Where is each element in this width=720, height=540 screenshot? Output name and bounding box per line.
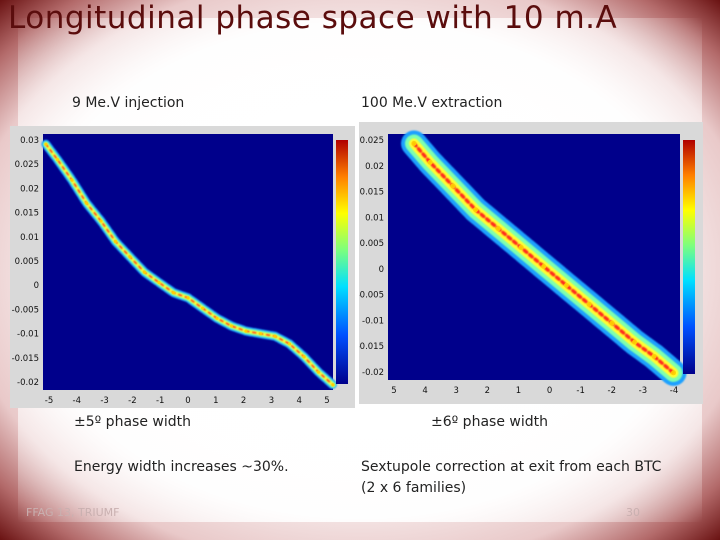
data-point <box>316 370 321 374</box>
data-point <box>541 263 547 269</box>
x-tick-label: 2 <box>241 396 246 406</box>
y-tick-label: 0 <box>34 281 39 291</box>
data-point <box>128 255 132 259</box>
data-point <box>411 140 417 146</box>
data-point <box>99 219 103 223</box>
x-tick-label: -2 <box>128 396 136 406</box>
y-tick-label: 0.01 <box>20 233 39 243</box>
y-tick-label: 0.03 <box>20 136 39 146</box>
data-point <box>671 370 677 376</box>
x-tick-label: -5 <box>45 396 53 406</box>
left-phase-width: ±5º phase width <box>74 414 191 430</box>
y-tick-label: 0.005 <box>360 239 384 249</box>
x-tick-label: -2 <box>608 386 616 396</box>
data-point <box>473 207 479 213</box>
y-tick-label: 0.005 <box>15 257 39 267</box>
y-tick-label: 0.015 <box>360 188 384 198</box>
x-tick-label: 1 <box>516 386 521 396</box>
right-plot-caption: 100 Me.V extraction <box>361 95 503 111</box>
data-point <box>273 334 277 338</box>
y-tick-label: -0.02 <box>17 378 39 388</box>
data-point <box>586 301 592 307</box>
colorbar <box>336 140 348 384</box>
data-point <box>200 306 205 310</box>
x-tick-label: 1 <box>213 396 218 406</box>
x-tick-label: -4 <box>670 386 678 396</box>
x-tick-label: 5 <box>324 396 329 406</box>
y-tick-label: 0.025 <box>15 160 39 170</box>
data-point <box>258 332 263 336</box>
x-tick-label: 3 <box>454 386 459 396</box>
x-tick-label: 0 <box>547 386 552 396</box>
right-note-line2: (2 x 6 families) <box>361 480 467 496</box>
y-tick-label: -0.005 <box>359 291 384 301</box>
y-tick-label: -0.015 <box>12 354 39 364</box>
x-tick-label: -1 <box>156 396 164 406</box>
y-tick-label: -0.01 <box>362 316 384 326</box>
data-point <box>55 158 60 162</box>
data-point <box>609 320 615 326</box>
data-point <box>287 342 292 346</box>
right-plot-svg: 0.025 0.02 0.015 0.01 0.005 0 -0.005 -0.01 -0.01… <box>359 130 695 396</box>
right-note-line1: Sextupole correction at exit from each B… <box>361 459 662 475</box>
data-point <box>563 282 569 288</box>
y-tick-label: -0.02 <box>362 368 384 378</box>
data-point <box>44 142 48 146</box>
y-tick-label: -0.015 <box>359 342 384 352</box>
y-tick-label: 0.02 <box>365 162 384 172</box>
y-tick-label: 0.015 <box>15 209 39 219</box>
y-tick-label: 0.025 <box>360 136 384 146</box>
slide-title: Longitudinal phase space with 10 m.A <box>8 0 618 36</box>
page-number: 30 <box>626 506 640 519</box>
data-point <box>302 355 306 359</box>
data-point <box>157 280 161 285</box>
plot-area <box>43 134 333 390</box>
data-point <box>651 353 657 359</box>
y-tick-label: 0 <box>379 265 384 275</box>
data-point <box>84 201 89 205</box>
x-tick-label: -3 <box>639 386 647 396</box>
x-tick-label: 5 <box>391 386 396 396</box>
x-tick-label: 0 <box>185 396 190 406</box>
y-tick-label: 0.02 <box>20 184 39 194</box>
data-point <box>632 339 638 345</box>
x-tick-label: -4 <box>73 396 81 406</box>
x-tick-label: 4 <box>296 396 301 406</box>
y-tick-label: -0.005 <box>12 305 39 315</box>
x-tick-label: 4 <box>422 386 427 396</box>
x-tick-label: 3 <box>269 396 274 406</box>
y-tick-label: 0.01 <box>365 213 384 223</box>
colorbar <box>683 140 695 374</box>
footer-text: FFAG 13, TRIUMF <box>26 506 120 519</box>
data-point <box>331 383 335 387</box>
right-phase-space-plot: 0.025 0.02 0.015 0.01 0.005 0 -0.005 -0.01 -0.01… <box>359 122 703 404</box>
data-point <box>113 239 118 244</box>
data-point <box>244 329 248 333</box>
data-point <box>427 159 433 165</box>
data-point <box>518 245 524 251</box>
x-tick-label: -1 <box>576 386 584 396</box>
left-plot-caption: 9 Me.V injection <box>72 95 185 111</box>
left-plot-svg: 0.03 0.025 0.02 0.015 0.01 0.005 0 -0.005 -0.01 -… <box>12 134 348 406</box>
data-point <box>186 296 190 300</box>
x-tick-label: -3 <box>100 396 108 406</box>
x-tick-label: 2 <box>485 386 490 396</box>
data-point <box>215 316 219 320</box>
data-point <box>142 270 147 274</box>
right-phase-width: ±6º phase width <box>431 414 548 430</box>
data-point <box>70 178 74 182</box>
data-point <box>171 291 176 295</box>
data-point <box>450 183 456 189</box>
data-point <box>495 226 501 232</box>
left-phase-space-plot: 0.03 0.025 0.02 0.015 0.01 0.005 0 -0.005 -0.01 -… <box>10 126 355 408</box>
y-tick-label: -0.01 <box>17 330 39 340</box>
left-note: Energy width increases ~30%. <box>74 459 289 475</box>
data-point <box>229 324 234 328</box>
